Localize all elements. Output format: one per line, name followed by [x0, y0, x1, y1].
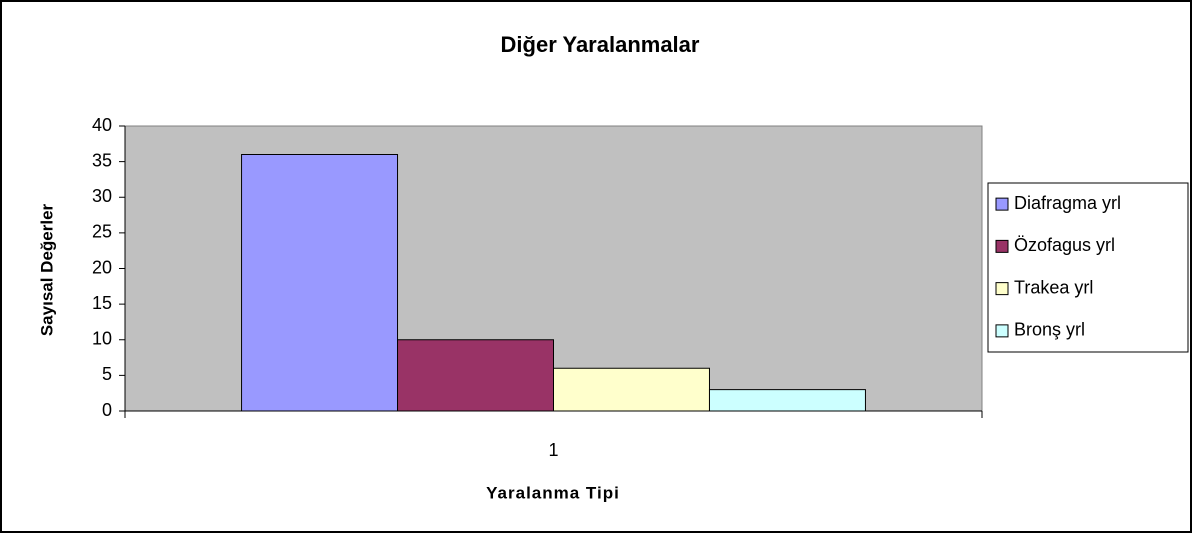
bar — [241, 154, 399, 412]
y-axis-title: Sayısal Değerler — [37, 203, 56, 336]
legend-label: Bronş yrl — [1014, 320, 1085, 340]
x-axis-title: Yaralanma Tipi — [486, 483, 620, 502]
y-tick-label: 25 — [92, 222, 112, 242]
legend-label: Trakea yrl — [1014, 277, 1093, 297]
bar — [397, 339, 554, 412]
y-tick-label: 5 — [102, 364, 112, 384]
x-tick-label: 1 — [548, 440, 558, 460]
y-tick-label: 20 — [92, 257, 112, 277]
legend-swatch — [995, 197, 1009, 211]
legend-swatch — [995, 239, 1009, 253]
y-tick-label: 10 — [92, 329, 112, 349]
legend-swatch — [995, 282, 1009, 296]
legend-swatch — [995, 324, 1009, 338]
legend-box — [987, 182, 1189, 353]
legend-label: Diafragma yrl — [1014, 193, 1121, 213]
y-tick-label: 0 — [102, 400, 112, 420]
y-tick-label: 15 — [92, 293, 112, 313]
y-tick-label: 30 — [92, 186, 112, 206]
y-tick-label: 40 — [92, 115, 112, 135]
y-tick-label: 35 — [92, 150, 112, 170]
bar — [708, 389, 866, 412]
legend-label: Özofagus yrl — [1014, 235, 1115, 255]
bar — [553, 367, 710, 412]
chart-title: Diğer Yaralanmalar — [501, 32, 700, 57]
